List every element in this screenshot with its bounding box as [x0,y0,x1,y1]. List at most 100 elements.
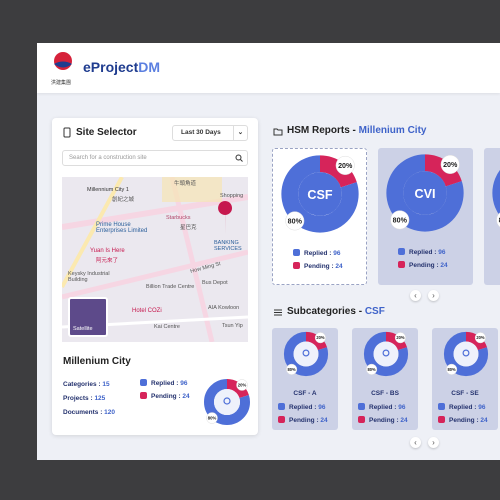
prev-button[interactable]: ‹ [410,290,421,301]
donut-chart: CVI 80% 20% [386,154,464,232]
map-label: Bus Depot [202,280,228,286]
donut-center [293,341,319,367]
map-label: Shopping [220,193,244,199]
map-label: 牛頭角道 [174,181,197,187]
legend-row: Replied : 96 [293,249,341,257]
sub-title: Subcategories - CSF [287,306,385,317]
legend-label: Replied : [409,249,439,256]
sub-card[interactable]: 80% 20% CSF - A Replied : 96 Pending : 24 [272,328,338,430]
donut-segment [283,331,329,377]
stat-label: Categories : [63,381,103,388]
sub-code: CSF - A [293,390,317,397]
donut-center [214,389,240,415]
range-dropdown[interactable]: Last 30 Days ⌄ [172,125,248,141]
pin-icon [462,349,470,357]
report-card[interactable]: CVI 80% 20% Replied : 96 Pending : 24 [378,148,473,285]
legend-value: 24 [320,417,328,424]
legend-label: Pending : [304,263,336,270]
legend-dot [438,416,445,423]
stat-row: Projects : 125 [63,395,105,402]
stat-value: 120 [104,409,116,416]
legend-label: Pending : [369,417,401,424]
donut-center [403,171,447,215]
legend-row: Pending : 24 [140,392,190,400]
range: Last 30 Days [181,129,221,136]
map-label: 創紀之城 [112,197,135,203]
map-label: Tsun Yip [222,323,243,329]
pct-label: 80% [288,217,303,225]
donut-code: CVI [415,187,436,201]
legend-row: Replied : 96 [278,403,326,411]
legend-dot [398,248,405,255]
legend-row: Pending : 24 [278,416,328,424]
legend-label: Replied : [304,250,334,257]
stat-row: Categories : 15 [63,381,110,388]
pct-label: 20% [396,335,405,340]
legend-value: 96 [478,404,486,411]
donut: 80% 20% [202,377,252,432]
donut-center [298,172,342,216]
legend-label: Replied : [151,380,181,387]
pct-bubble [446,363,458,375]
map-label: Starbucks [166,215,191,221]
icon [63,127,71,138]
brand-accent: DM [138,59,161,75]
legend-row: Pending : 24 [438,416,488,424]
header: 洪建集團 eProjectDM [37,43,500,93]
legend-label: Replied : [369,404,399,411]
donut-chart: 80% 20% [283,331,329,377]
stat-value: 15 [102,381,110,388]
sub-title-text: Subcategories - [287,306,365,317]
pct-bubble [314,332,326,344]
report-card[interactable]: 80%20% [484,148,500,285]
logo-text: 洪建集團 [51,80,72,86]
sub-card[interactable]: 80% 20% CSF - SE Replied : 96 Pending : 24 [432,328,498,430]
pct-label: 20% [443,161,458,169]
legend-value: 96 [438,249,446,256]
pct-label: 20% [338,162,353,170]
pct-bubble [286,363,298,375]
legend-row: Pending : 24 [398,261,448,269]
legend-value: 96 [180,380,188,387]
pin-icon [382,349,390,357]
legend-value: 24 [440,262,448,269]
legend-label: Replied : [289,404,319,411]
folder-icon [273,128,283,136]
legend-value: 96 [318,404,326,411]
map-label: AIA Kowloon [208,305,240,311]
pct-bubble [285,211,305,231]
next-button[interactable]: › [428,437,439,448]
donut-center [453,341,479,367]
pct-label: 80% [288,367,297,372]
legend-label: Pending : [409,262,441,269]
pct-label: 80% [368,367,377,372]
legend-value: 96 [398,404,406,411]
map-label: 阿元來了 [96,258,119,264]
sub-card[interactable]: 80% 20% CSF - BS Replied : 96 Pending : 24 [352,328,418,430]
report-card[interactable]: CSF 80% 20% Replied : 96 Pending : 24 [272,148,367,285]
donut-segment [386,154,464,232]
legend-value: 96 [333,250,341,257]
map[interactable]: Millennium City 1 創紀之城 牛頭角道 Shopping Sta… [62,177,248,342]
legend-dot [293,262,300,269]
pct-label: 80% [448,367,457,372]
search[interactable]: Search for a construction site [62,150,248,166]
pct-bubble [236,379,248,391]
map-label: Kai Centre [154,324,180,330]
next-button[interactable]: › [428,290,439,301]
legend-value: 24 [400,417,408,424]
pct-bubble [496,212,500,228]
pct-bubble [474,332,486,344]
donut: 80% 20% [362,330,410,383]
satellite-toggle[interactable]: Satellite [68,297,108,337]
legend-dot [278,416,285,423]
hsm-site: Millenium City [358,125,427,136]
stat-row: Documents : 120 [63,409,115,416]
hsm-title-text: HSM Reports - [287,125,359,136]
pin-icon [302,349,310,357]
stat-label: Projects : [63,395,95,402]
donut: 80% 20% [282,330,330,383]
donut-segment [443,331,489,377]
prev-button[interactable]: ‹ [410,437,421,448]
